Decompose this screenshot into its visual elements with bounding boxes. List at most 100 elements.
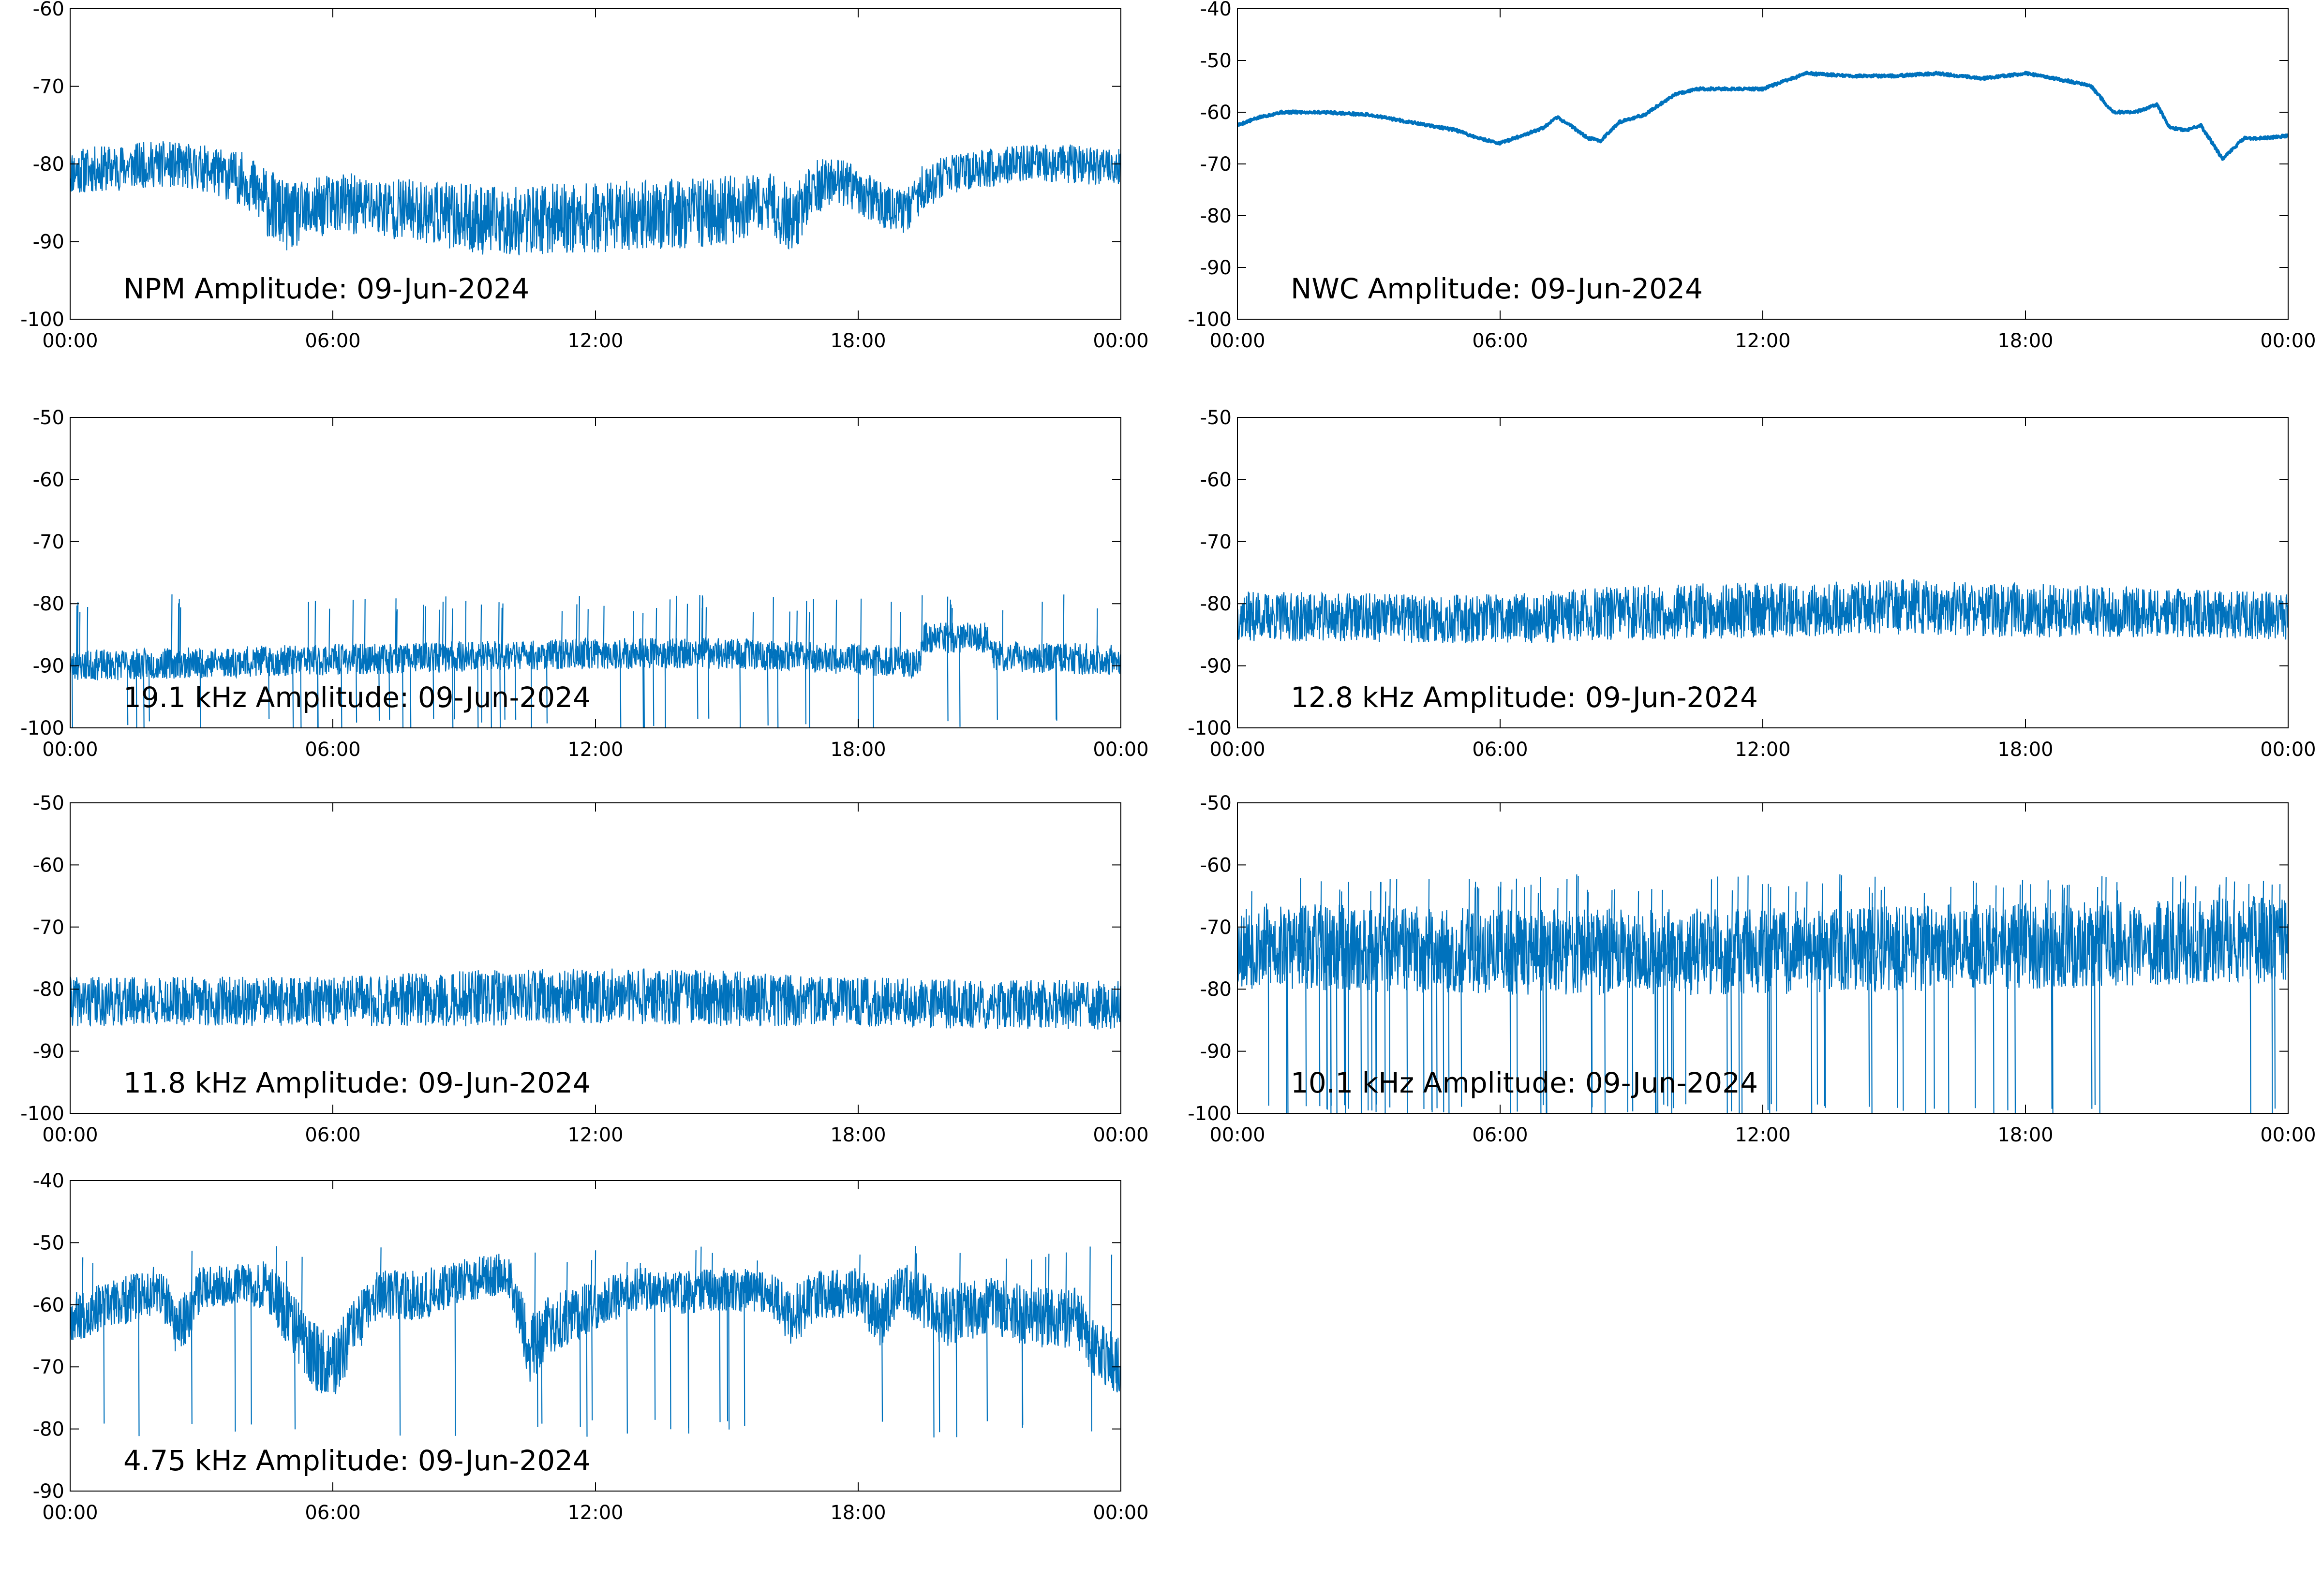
x-tick-label: 00:00: [2260, 1124, 2316, 1146]
x-tick-label: 00:00: [1209, 739, 1265, 761]
y-tick-label: -90: [33, 1480, 64, 1503]
y-tick-label: -70: [33, 531, 64, 553]
y-tick-label: -90: [1200, 257, 1232, 279]
y-tick-label: -60: [1200, 469, 1232, 491]
y-tick-label: -40: [1200, 0, 1232, 20]
y-tick-label: -90: [33, 655, 64, 678]
x-tick-label: 00:00: [42, 739, 98, 761]
y-tick-label: -60: [33, 854, 64, 876]
x-tick-label: 00:00: [2260, 739, 2316, 761]
x-tick-label: 00:00: [1093, 1502, 1148, 1524]
panel-nwc: 00:00 06:00 12:00 18:00 00:00 -40 -50 -60 -70 -80…: [1188, 0, 2316, 352]
y-tick-label: -80: [1200, 978, 1232, 1001]
x-tick-label: 00:00: [1209, 330, 1265, 352]
x-tick-label: 12:00: [1735, 330, 1790, 352]
panel-title: 19.1 kHz Amplitude: 09-Jun-2024: [123, 681, 591, 714]
series-spikes: [1250, 874, 2281, 1113]
x-tick-label: 06:00: [305, 1502, 360, 1524]
y-tick-label: -70: [33, 76, 64, 98]
x-tick-label: 18:00: [1997, 330, 2053, 352]
y-tick-label: -80: [33, 978, 64, 1001]
x-tick-label: 06:00: [1472, 330, 1528, 352]
panel-title: 12.8 kHz Amplitude: 09-Jun-2024: [1291, 681, 1758, 714]
y-tick-label: -100: [1188, 717, 1232, 739]
y-tick-label: -60: [33, 469, 64, 491]
x-tick-label: 00:00: [1209, 1124, 1265, 1146]
x-tick-label: 00:00: [1093, 1124, 1148, 1146]
series-line: [70, 1254, 1121, 1394]
x-tick-label: 12:00: [1735, 739, 1790, 761]
series-spikes: [71, 594, 1098, 728]
x-tick-label: 00:00: [42, 1124, 98, 1146]
series-line: [1237, 896, 2288, 995]
x-tick-label: 12:00: [1735, 1124, 1790, 1146]
y-tick-label: -100: [1188, 1103, 1232, 1125]
y-tick-label: -70: [1200, 916, 1232, 939]
x-tick-label: 18:00: [1997, 1124, 2053, 1146]
y-tick-label: -60: [1200, 854, 1232, 876]
y-tick-label: -70: [1200, 531, 1232, 553]
x-tick-label: 00:00: [1093, 739, 1148, 761]
panel-npm: 00:00 06:00 12:00 18:00 00:00 -60 -70 -80 -90 -10…: [20, 0, 1148, 352]
x-tick-label: 06:00: [305, 1124, 360, 1146]
x-tick-label: 00:00: [42, 1502, 98, 1524]
y-tick-label: -50: [1200, 50, 1232, 72]
y-tick-label: -50: [33, 1232, 64, 1254]
y-tick-label: -90: [33, 1041, 64, 1063]
panel-title: NPM Amplitude: 09-Jun-2024: [123, 272, 529, 305]
panel-12-8-khz: 00:00 06:00 12:00 18:00 00:00 -50 -60 -70 -80 -90…: [1188, 407, 2316, 761]
x-tick-label: 18:00: [830, 330, 886, 352]
y-tick-label: -100: [1188, 309, 1232, 331]
x-tick-label: 00:00: [1093, 330, 1148, 352]
y-tick-label: -60: [33, 1294, 64, 1316]
y-tick-label: -70: [33, 1356, 64, 1378]
y-tick-label: -70: [1200, 153, 1232, 176]
series-line: [70, 141, 1121, 255]
panel-title: NWC Amplitude: 09-Jun-2024: [1291, 272, 1703, 305]
y-tick-label: -90: [1200, 1041, 1232, 1063]
x-tick-label: 12:00: [567, 330, 623, 352]
x-tick-label: 06:00: [305, 739, 360, 761]
x-tick-label: 00:00: [2260, 330, 2316, 352]
panel-4-75-khz: 00:00 06:00 12:00 18:00 00:00 -40 -50 -60 -70 -80…: [33, 1170, 1149, 1524]
panel-title: 10.1 kHz Amplitude: 09-Jun-2024: [1291, 1066, 1758, 1099]
x-tick-label: 06:00: [305, 330, 360, 352]
y-tick-label: -100: [20, 717, 64, 739]
panel-title: 4.75 kHz Amplitude: 09-Jun-2024: [123, 1444, 591, 1477]
panel-title: 11.8 kHz Amplitude: 09-Jun-2024: [123, 1066, 591, 1099]
series-line: [1237, 71, 2288, 161]
series-line: [1237, 579, 2288, 644]
series-line: [70, 622, 1121, 680]
y-tick-label: -80: [33, 593, 64, 615]
x-tick-label: 18:00: [830, 739, 886, 761]
panel-10-1-khz: 00:00 06:00 12:00 18:00 00:00 -50 -60 -70 -80 -90…: [1188, 792, 2316, 1146]
y-tick-label: -90: [1200, 655, 1232, 678]
y-tick-label: -70: [33, 916, 64, 939]
x-tick-label: 18:00: [1997, 739, 2053, 761]
x-tick-label: 18:00: [830, 1502, 886, 1524]
x-tick-label: 12:00: [567, 1502, 623, 1524]
x-tick-label: 18:00: [830, 1124, 886, 1146]
series-spikes: [82, 1246, 1113, 1438]
y-tick-label: -80: [33, 153, 64, 176]
y-tick-label: -50: [33, 792, 64, 814]
y-tick-label: -40: [33, 1170, 64, 1192]
y-tick-label: -100: [20, 1103, 64, 1125]
series-line: [70, 968, 1121, 1030]
y-tick-label: -80: [33, 1419, 64, 1441]
panel-11-8-khz: 00:00 06:00 12:00 18:00 00:00 -50 -60 -70 -80 -90…: [20, 792, 1148, 1146]
y-tick-label: -50: [1200, 792, 1232, 814]
y-tick-label: -90: [33, 231, 64, 253]
x-tick-label: 06:00: [1472, 1124, 1528, 1146]
panel-19-1-khz: 00:00 06:00 12:00 18:00 00:00 -50 -60 -70 -80 -90…: [20, 407, 1148, 761]
y-tick-label: -80: [1200, 205, 1232, 227]
y-tick-label: -100: [20, 309, 64, 331]
y-tick-label: -50: [1200, 407, 1232, 429]
x-tick-label: 12:00: [567, 1124, 623, 1146]
x-tick-label: 06:00: [1472, 739, 1528, 761]
y-tick-label: -60: [33, 0, 64, 20]
y-tick-label: -80: [1200, 593, 1232, 615]
y-tick-label: -50: [33, 407, 64, 429]
x-tick-label: 12:00: [567, 739, 623, 761]
